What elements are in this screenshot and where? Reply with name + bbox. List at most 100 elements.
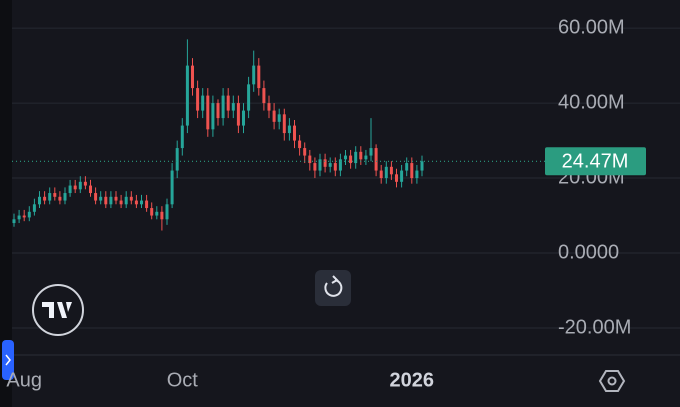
candle-body [221, 95, 225, 119]
candle-body [165, 204, 169, 220]
candle-body [78, 181, 82, 190]
reset-button[interactable] [315, 270, 351, 306]
candle-body [420, 161, 424, 171]
tradingview-logo[interactable] [32, 284, 84, 336]
candle-body [323, 159, 327, 167]
candles [12, 39, 424, 231]
candle-body [257, 65, 261, 89]
logo-mark [42, 302, 72, 318]
candle-body [293, 125, 296, 141]
reset-icon [324, 279, 343, 297]
candle-body [89, 185, 92, 194]
settings-icon [598, 370, 626, 392]
candle-body [359, 151, 363, 160]
candle-body [267, 103, 271, 111]
candle-body [410, 163, 414, 179]
candle-body [129, 196, 133, 201]
candle-body [32, 204, 36, 212]
candle-body [344, 155, 347, 160]
candle-body [160, 211, 164, 220]
logo-circle [32, 284, 84, 336]
candle-body [12, 219, 16, 224]
candle-body [58, 196, 62, 201]
candle-body [369, 148, 373, 156]
candle-body [99, 196, 103, 201]
x-tick-label: Oct [167, 369, 199, 391]
left-strip [0, 0, 12, 407]
y-tick-label: -20.00M [558, 316, 631, 338]
candle-body [349, 155, 353, 164]
candle-body [48, 193, 52, 201]
candle-body [231, 103, 235, 111]
candle-body [145, 200, 149, 209]
candle-body [308, 155, 312, 164]
candle-body [287, 125, 291, 134]
candle-body [134, 200, 138, 205]
candle-body [38, 196, 41, 205]
candle-body [395, 174, 398, 182]
candle-body [206, 95, 210, 130]
candle-body [298, 140, 302, 149]
candle-body [68, 185, 72, 194]
candle-body [43, 196, 47, 201]
candle-body [277, 114, 281, 122]
chevron-icon [5, 354, 11, 366]
candle-body [83, 181, 87, 186]
candle-body [104, 196, 108, 205]
candle-body [389, 166, 393, 175]
y-tick-label: 0.0000 [558, 241, 619, 263]
candle-body [282, 114, 286, 134]
candle-body [27, 211, 31, 218]
candle-body [328, 163, 332, 167]
candle-body [94, 193, 98, 201]
candle-body [415, 170, 419, 179]
candle-body [196, 88, 200, 111]
candle-body [201, 95, 205, 111]
candle-body [73, 185, 77, 190]
grid [12, 27, 680, 329]
y-tick-label: 60.00M [558, 16, 625, 38]
candle-body [364, 155, 368, 160]
candle-body [374, 148, 378, 171]
candle-body [191, 65, 194, 89]
x-tick-label: 2026 [390, 369, 435, 391]
settings-dot [607, 376, 617, 386]
candle-body [338, 159, 342, 171]
candle-body [63, 193, 67, 201]
sidebar-toggle[interactable] [2, 340, 14, 380]
candle-body [354, 151, 358, 164]
candle-body [114, 196, 118, 201]
candle-body [124, 196, 128, 205]
candle-body [236, 103, 240, 126]
candle-body [318, 159, 322, 171]
candle-body [140, 200, 143, 205]
candle-body [175, 148, 179, 171]
settings-button[interactable] [598, 370, 626, 392]
candle-body [170, 170, 174, 205]
candle-body [242, 110, 245, 126]
candle-body [109, 196, 113, 205]
reset-arrow [331, 275, 339, 284]
x-tick-label: Aug [6, 369, 42, 391]
candle-body [155, 211, 159, 216]
candle-body [247, 84, 251, 111]
candle-body [313, 163, 317, 171]
price-label: 24.47M [562, 151, 629, 173]
candle-body [185, 65, 189, 126]
candle-body [211, 103, 215, 130]
candle-body [303, 148, 307, 156]
candle-body [405, 163, 409, 171]
candle-body [333, 163, 337, 171]
candle-body [226, 95, 230, 111]
candle-body [216, 103, 220, 119]
candle-body [180, 125, 184, 149]
candle-body [119, 200, 123, 205]
candle-body [252, 65, 256, 85]
price-label-bg [545, 147, 646, 176]
candle-body [400, 170, 404, 182]
candle-body [384, 166, 388, 179]
candle-body [150, 208, 154, 216]
candle-body [17, 215, 21, 220]
